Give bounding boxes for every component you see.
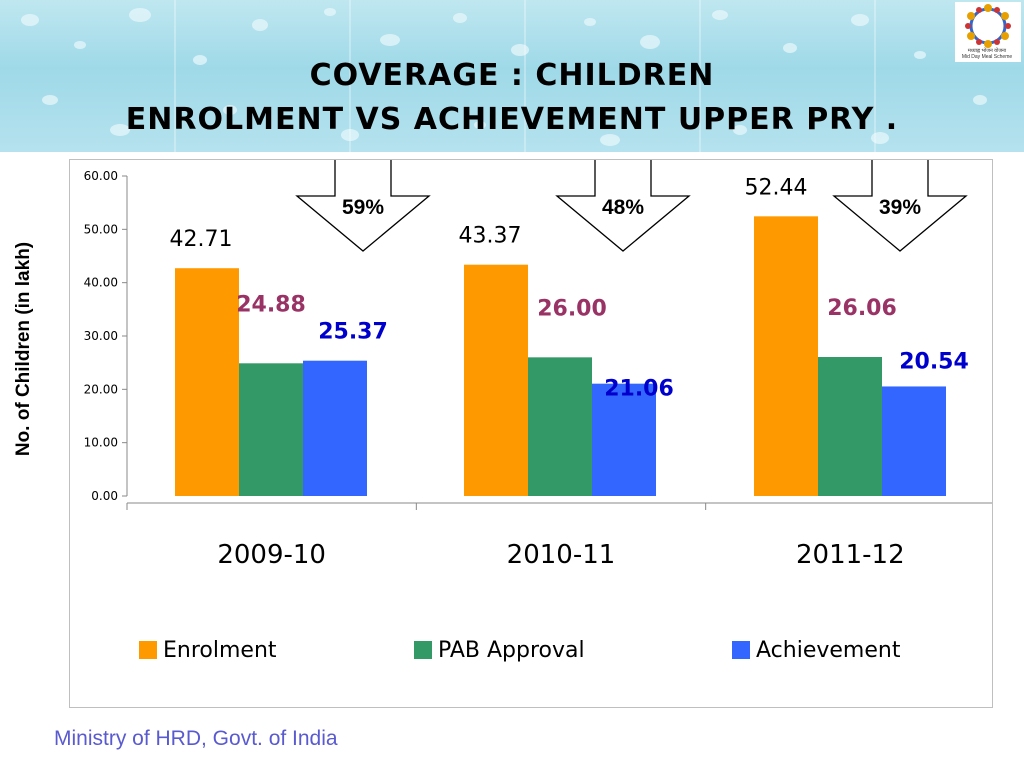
bar-pab-approval-2009-10 [239,363,303,496]
bar-chart: 59% 48% 39% 0.00 10.00 20.00 30.00 40.00 50.00 6… [84,160,992,570]
slide-header: COVERAGE : CHILDREN ENROLMENT VS ACHIEVE… [0,0,1024,152]
legend-item-pab-approval: PAB Approval [414,632,585,668]
y-tick-label: 0.00 [91,489,118,503]
y-axis-label-text: No. of Children (in lakh) [13,241,34,457]
data-label: 26.06 [827,296,897,321]
data-label: 20.54 [899,349,969,374]
data-label: 42.71 [170,227,233,252]
y-tick-label: 10.00 [84,436,118,450]
legend-item-achievement: Achievement [732,632,900,668]
bar-achievement-2011-12 [882,386,946,496]
legend-swatch [414,641,432,659]
data-label: 52.44 [745,175,808,200]
x-category-label: 2010-11 [507,540,616,570]
legend-swatch [732,641,750,659]
bar-enrolment-2009-10 [175,268,239,496]
legend-item-enrolment: Enrolment [139,632,277,668]
legend-label: Enrolment [163,637,277,663]
chart-legend: Enrolment PAB Approval Achievement [69,632,991,668]
title-line-2: ENROLMENT VS ACHIEVEMENT UPPER PRY . [125,102,899,137]
logo-caption-hindi: मध्याह्न भोजन योजना [967,48,1007,54]
bar-pab-approval-2010-11 [528,357,592,496]
y-tick-label: 30.00 [84,329,118,343]
chart-area: 59% 48% 39% 0.00 10.00 20.00 30.00 40.00 50.00 6… [69,159,993,708]
data-label: 24.88 [236,292,306,317]
legend-swatch [139,641,157,659]
percentage-annotation: 59% [342,196,384,219]
bar-achievement-2010-11 [592,383,656,496]
y-tick-label: 50.00 [84,222,118,236]
percentage-annotation: 39% [879,196,921,219]
water-drops-background [21,0,987,152]
x-category-label: 2011-12 [796,540,905,570]
logo-caption-english: Mid Day Meal Scheme [961,54,1013,60]
y-tick-label: 60.00 [84,169,118,183]
down-arrow-icon [555,160,691,252]
data-label: 21.06 [604,377,674,402]
data-label: 26.00 [537,296,607,321]
bar-enrolment-2010-11 [464,264,528,496]
x-category-label: 2009-10 [217,540,326,570]
bar-enrolment-2011-12 [754,216,818,496]
bar-pab-approval-2011-12 [818,357,882,496]
percentage-annotation: 48% [602,196,644,219]
legend-label: Achievement [756,637,901,663]
y-tick-label: 40.00 [84,276,118,290]
title-line-1: COVERAGE : CHILDREN [309,58,715,93]
legend-label: PAB Approval [438,637,585,663]
data-label: 43.37 [459,224,522,249]
down-arrow-icon [295,160,431,252]
bar-achievement-2009-10 [303,360,367,496]
mid-day-meal-logo [955,2,1021,62]
y-tick-label: 20.00 [84,382,118,396]
down-arrow-icon [832,160,968,252]
data-label: 25.37 [318,320,388,345]
footer-text: Ministry of HRD, Govt. of India [54,727,338,750]
